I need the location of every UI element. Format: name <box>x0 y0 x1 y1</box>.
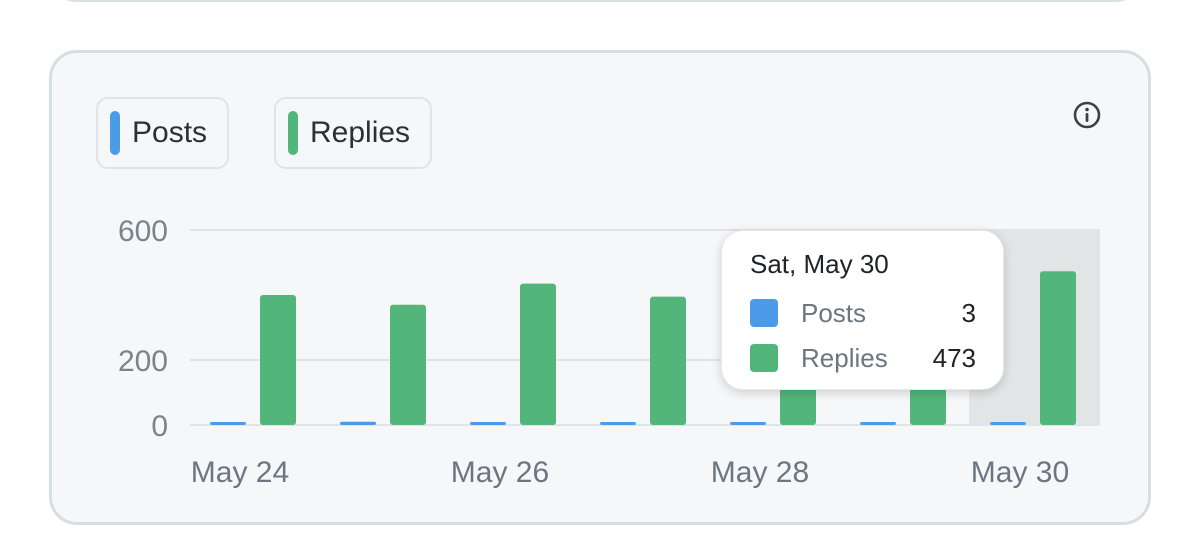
info-circle-icon[interactable] <box>1071 99 1103 131</box>
x-tick-label: May 28 <box>711 456 809 489</box>
replies-bar <box>520 283 556 425</box>
posts-bar <box>340 421 376 425</box>
replies-bar <box>390 304 426 425</box>
posts-bar <box>990 422 1026 425</box>
posts-bar <box>730 422 766 425</box>
tooltip-posts-value: 3 <box>961 297 976 328</box>
tooltip-row-posts: Posts 3 <box>750 296 976 330</box>
y-tick-label: 600 <box>118 215 168 248</box>
legend-posts-toggle[interactable]: Posts <box>96 97 229 169</box>
x-tick-label: May 26 <box>451 456 549 489</box>
legend-replies-toggle[interactable]: Replies <box>274 97 432 169</box>
replies-bar <box>260 295 296 425</box>
x-tick-label: May 30 <box>971 456 1069 489</box>
posts-bar <box>470 422 506 425</box>
chart-tooltip: Sat, May 30 Posts 3 Replies 473 <box>721 230 1004 390</box>
legend-replies-label: Replies <box>310 116 411 149</box>
y-tick-label: 200 <box>118 345 168 378</box>
legend-posts-label: Posts <box>132 116 208 149</box>
tooltip-replies-swatch <box>750 344 778 372</box>
tooltip-replies-label: Replies <box>801 342 888 373</box>
replies-bar <box>1040 271 1076 425</box>
tooltip-posts-label: Posts <box>801 297 867 328</box>
posts-bar <box>210 422 246 425</box>
tooltip-title: Sat, May 30 <box>750 249 889 279</box>
replies-swatch <box>288 111 298 155</box>
x-tick-label: May 24 <box>191 456 289 489</box>
tooltip-row-replies: Replies 473 <box>750 341 976 375</box>
posts-bar <box>600 422 636 425</box>
posts-swatch <box>110 111 120 155</box>
y-tick-label: 0 <box>151 410 168 443</box>
tooltip-posts-swatch <box>750 299 778 327</box>
replies-bar <box>650 296 686 425</box>
posts-bar <box>860 422 896 425</box>
tooltip-replies-value: 473 <box>932 342 976 373</box>
